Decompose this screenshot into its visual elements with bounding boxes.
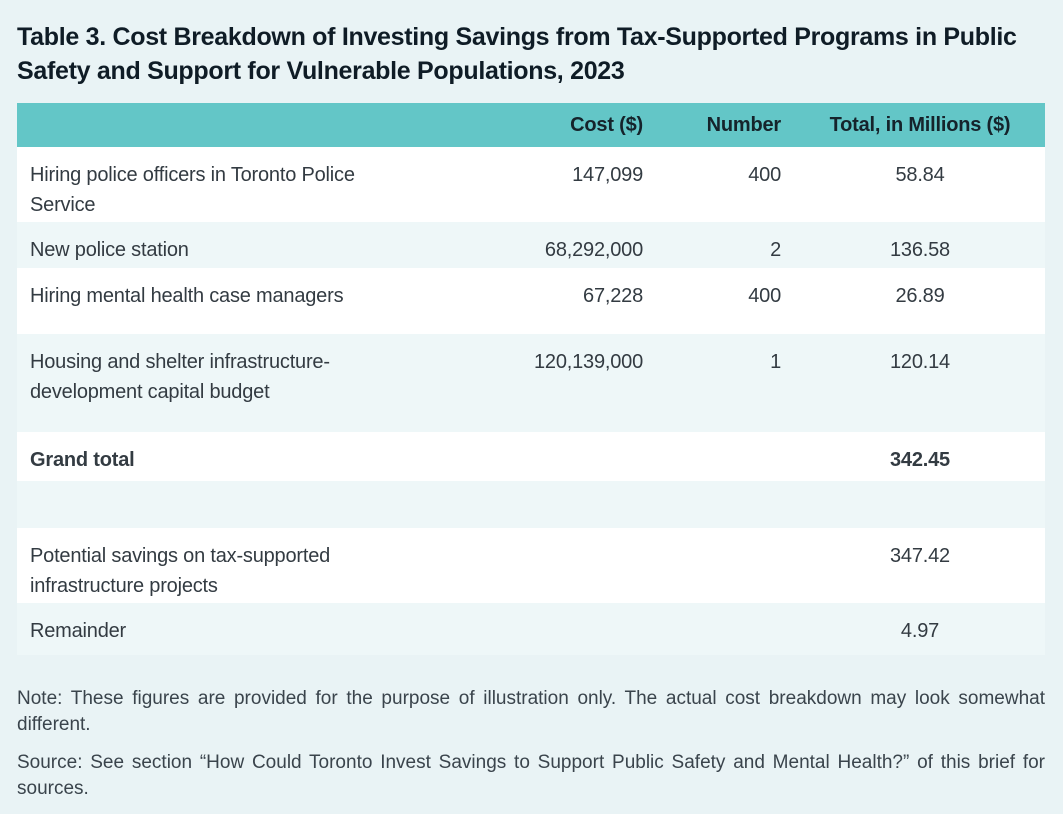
total-cell: 26.89 bbox=[895, 285, 945, 307]
table-note: Note: These figures are provided for the… bbox=[17, 688, 1045, 735]
total-cell: 347.42 bbox=[890, 545, 950, 567]
total-cell: 58.84 bbox=[895, 164, 945, 186]
number-cell: 2 bbox=[770, 239, 781, 261]
table-source: Source: See section “How Could Toronto I… bbox=[17, 752, 1045, 799]
column-header-total: Total, in Millions ($) bbox=[829, 113, 1011, 136]
cost-breakdown-table: Cost ($) Number Total, in Millions ($) H… bbox=[17, 103, 1045, 655]
number-cell bbox=[643, 603, 781, 655]
table-header-row: Cost ($) Number Total, in Millions ($) bbox=[17, 103, 1045, 147]
column-header-number: Number bbox=[706, 113, 782, 136]
number-cell bbox=[643, 528, 781, 603]
total-cell: 120.14 bbox=[890, 351, 950, 373]
table-spacer-row bbox=[17, 481, 1045, 528]
total-cell: 136.58 bbox=[890, 239, 950, 261]
table-row: New police station 68,292,000 2 136.58 bbox=[17, 222, 1045, 268]
cost-cell: 68,292,000 bbox=[544, 239, 643, 261]
row-label: Housing and shelter infrastructure-devel… bbox=[30, 351, 330, 403]
column-header-cost: Cost ($) bbox=[570, 113, 643, 136]
grand-total-row: Grand total 342.45 bbox=[17, 432, 1045, 481]
row-label: Potential savings on tax-supported infra… bbox=[30, 545, 331, 597]
cost-cell bbox=[407, 603, 643, 655]
number-cell: 1 bbox=[770, 351, 781, 373]
table-title: Table 3. Cost Breakdown of Investing Sav… bbox=[17, 23, 1017, 85]
total-cell: 342.45 bbox=[890, 449, 950, 471]
number-cell: 400 bbox=[748, 164, 781, 186]
row-label: Hiring mental health case managers bbox=[30, 285, 344, 307]
cost-cell bbox=[407, 528, 643, 603]
cost-cell: 147,099 bbox=[572, 164, 643, 186]
number-cell: 400 bbox=[748, 285, 781, 307]
row-label: New police station bbox=[30, 239, 189, 261]
table-row: Hiring mental health case managers 67,22… bbox=[17, 268, 1045, 334]
cost-cell: 67,228 bbox=[583, 285, 643, 307]
cost-cell bbox=[407, 432, 643, 481]
row-label: Grand total bbox=[30, 449, 135, 471]
total-cell: 4.97 bbox=[900, 620, 940, 642]
table-row: Housing and shelter infrastructure-devel… bbox=[17, 334, 1045, 432]
number-cell bbox=[643, 432, 781, 481]
cost-cell: 120,139,000 bbox=[533, 351, 643, 373]
table-row: Remainder 4.97 bbox=[17, 603, 1045, 655]
row-label: Hiring police officers in Toronto Police… bbox=[30, 164, 355, 216]
row-label: Remainder bbox=[30, 620, 127, 642]
table-row: Potential savings on tax-supported infra… bbox=[17, 528, 1045, 603]
table-row: Hiring police officers in Toronto Police… bbox=[17, 147, 1045, 222]
